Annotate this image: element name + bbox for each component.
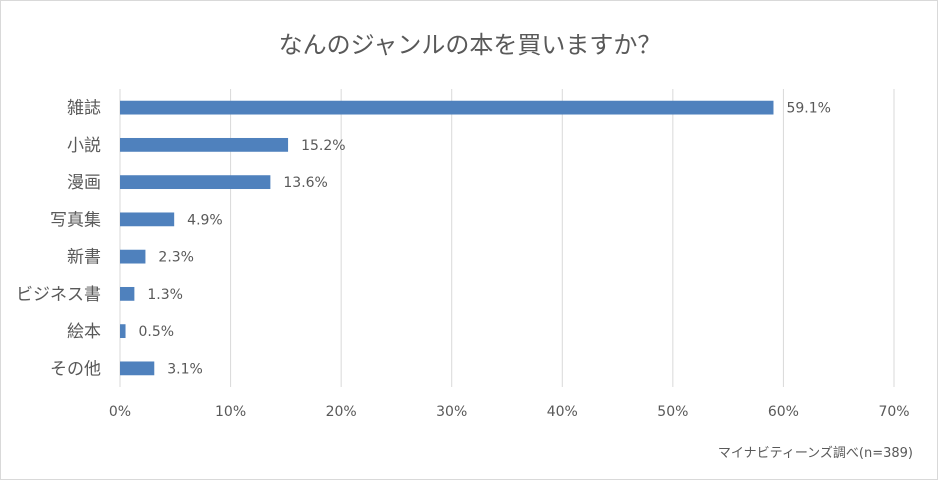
category-label: 小説: [67, 136, 101, 156]
gridlines: [119, 89, 895, 387]
bar: [120, 212, 175, 227]
x-tick-label: 70%: [878, 404, 909, 420]
bar: [120, 361, 155, 376]
data-label: 2.3%: [158, 250, 194, 266]
x-tick-label: 50%: [657, 404, 688, 420]
bar: [120, 324, 126, 339]
data-label: 1.3%: [147, 287, 183, 303]
category-label: 雑誌: [67, 99, 101, 119]
x-tick-label: 0%: [109, 404, 131, 420]
x-tick-label: 60%: [768, 404, 799, 420]
data-label: 15.2%: [301, 138, 345, 154]
category-label: 新書: [67, 248, 101, 268]
category-label: 漫画: [67, 173, 101, 193]
bars: [120, 100, 774, 376]
bar: [120, 249, 146, 264]
data-label: 0.5%: [139, 324, 175, 340]
data-label: 59.1%: [786, 101, 830, 117]
bar: [120, 286, 135, 301]
x-tick-label: 10%: [215, 404, 246, 420]
category-label: ビジネス書: [16, 285, 101, 305]
x-tick-label: 20%: [326, 404, 357, 420]
chart-title: なんのジャンルの本を買いますか？: [279, 31, 662, 59]
data-label: 3.1%: [167, 361, 203, 377]
x-tick-label: 30%: [436, 404, 467, 420]
x-axis-tick-labels: 0% 10% 20% 30% 40% 50% 60% 70%: [109, 404, 910, 420]
bar: [120, 137, 289, 152]
category-label: 写真集: [50, 210, 101, 230]
bar: [120, 100, 774, 115]
x-tick-label: 40%: [547, 404, 578, 420]
data-label: 13.6%: [283, 175, 327, 191]
category-label: その他: [50, 359, 101, 379]
bar: [120, 175, 271, 190]
category-label: 絵本: [67, 322, 101, 342]
data-label: 4.9%: [187, 212, 223, 228]
source-note: マイナビティーンズ調べ(n=389): [718, 445, 913, 461]
data-labels: 59.1% 15.2% 13.6% 4.9% 2.3% 1.3% 0.5% 3.1%: [139, 101, 831, 378]
